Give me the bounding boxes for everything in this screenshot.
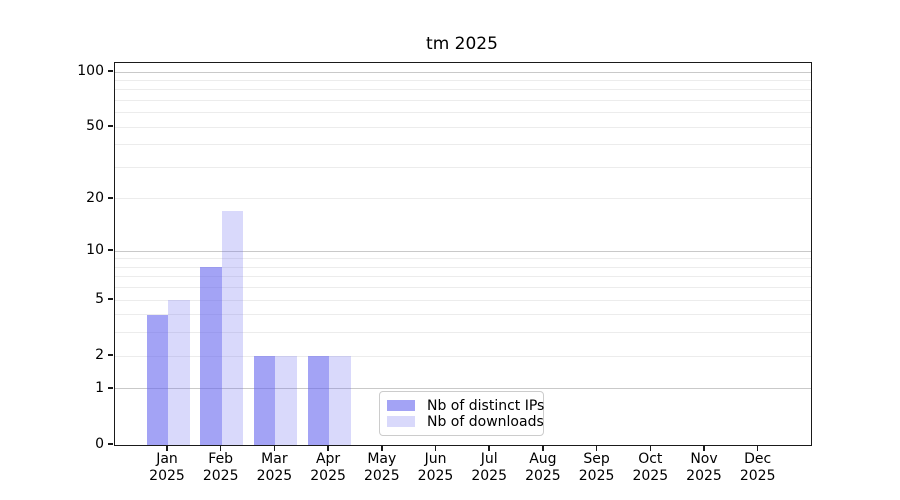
y-tick-mark <box>108 249 113 252</box>
y-tick-label: 0 <box>95 436 104 452</box>
x-tick-label: Feb 2025 <box>202 451 239 484</box>
legend: Nb of distinct IPs Nb of downloads <box>379 391 544 436</box>
y-tick-mark <box>108 197 113 199</box>
minor-gridline <box>115 167 811 168</box>
minor-gridline <box>115 299 811 301</box>
x-tick-label: May 2025 <box>363 451 400 484</box>
x-tick-mark <box>381 445 383 451</box>
y-tick-label: 2 <box>95 347 104 364</box>
x-tick-mark <box>756 445 759 451</box>
minor-gridline <box>115 355 811 357</box>
x-tick-label: Mar 2025 <box>256 451 293 484</box>
x-tick-mark <box>595 445 598 451</box>
bar-apr-downloads <box>329 356 351 445</box>
y-tick-label: 5 <box>95 291 104 308</box>
x-tick-mark <box>488 445 490 451</box>
legend-item-downloads: Nb of downloads <box>387 414 544 430</box>
bar-feb-downloads <box>221 211 244 445</box>
bar-feb-distinct-ips <box>200 267 222 445</box>
x-tick-mark <box>219 445 222 451</box>
legend-label-downloads: Nb of downloads <box>427 413 544 430</box>
minor-gridline <box>115 287 811 289</box>
bar-apr-distinct-ips <box>307 356 330 445</box>
minor-gridline <box>115 79 811 81</box>
x-tick-label: Dec 2025 <box>739 451 776 484</box>
x-tick-label: Apr 2025 <box>310 451 346 484</box>
x-tick-mark <box>327 445 329 451</box>
minor-gridline <box>115 112 811 114</box>
minor-gridline <box>115 332 811 334</box>
bar-jan-downloads <box>168 300 190 445</box>
minor-gridline <box>115 100 811 102</box>
x-tick-label: Jan 2025 <box>149 451 185 484</box>
minor-gridline <box>115 126 811 128</box>
y-tick-mark <box>108 354 113 357</box>
y-tick-mark <box>108 298 113 300</box>
minor-gridline <box>115 314 811 316</box>
bar-mar-downloads <box>275 356 297 445</box>
y-tick-label: 10 <box>86 242 104 259</box>
y-tick-mark <box>108 70 113 72</box>
y-tick-label: 20 <box>86 189 104 206</box>
x-tick-label: Sep 2025 <box>578 451 615 484</box>
y-tick-mark <box>108 387 113 389</box>
major-gridline <box>115 388 811 390</box>
minor-gridline <box>115 266 811 268</box>
minor-gridline <box>115 198 811 200</box>
x-tick-mark <box>542 445 544 451</box>
legend-item-distinct-ips: Nb of distinct IPs <box>387 398 544 414</box>
x-tick-label: Oct 2025 <box>632 451 669 484</box>
major-gridline <box>115 250 811 252</box>
x-tick-label: Jun 2025 <box>417 451 454 484</box>
x-tick-label: Jul 2025 <box>471 451 507 484</box>
legend-swatch-distinct-ips <box>387 400 415 411</box>
y-tick-mark <box>108 125 113 128</box>
y-tick-label: 50 <box>86 118 104 135</box>
x-tick-label: Nov 2025 <box>686 451 722 484</box>
y-tick-mark <box>108 443 113 445</box>
minor-gridline <box>115 258 811 260</box>
x-tick-mark <box>273 445 276 451</box>
bar-jan-distinct-ips <box>146 314 168 445</box>
y-tick-label: 1 <box>95 379 104 396</box>
x-tick-mark <box>166 445 168 451</box>
minor-gridline <box>115 144 811 146</box>
x-tick-mark <box>434 445 437 451</box>
chart-title: tm 2025 <box>426 34 498 54</box>
major-gridline <box>115 71 811 73</box>
y-tick-label: 100 <box>77 63 104 80</box>
minor-gridline <box>115 276 811 278</box>
bar-mar-distinct-ips <box>253 356 276 445</box>
x-tick-label: Aug 2025 <box>525 451 561 484</box>
x-tick-mark <box>703 445 705 451</box>
plot-area <box>114 62 812 446</box>
legend-label-distinct-ips: Nb of distinct IPs <box>427 397 545 414</box>
x-tick-mark <box>649 445 652 451</box>
minor-gridline <box>115 89 811 91</box>
legend-swatch-downloads <box>387 416 415 427</box>
